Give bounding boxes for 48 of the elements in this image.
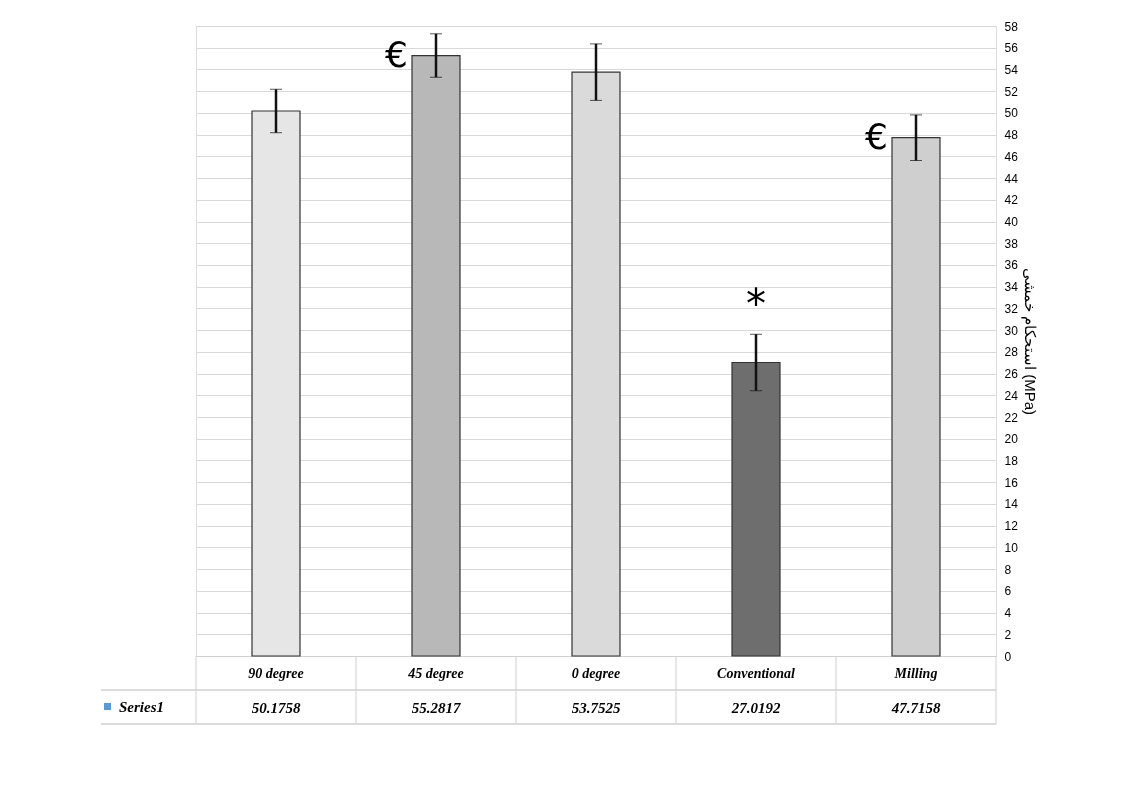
- x-tick-label: 90 degree: [248, 665, 304, 681]
- y-tick-label: 14: [1004, 497, 1019, 512]
- y-tick-label: 18: [1004, 453, 1019, 468]
- annotation: *: [746, 281, 766, 328]
- y-tick-label: 52: [1004, 84, 1019, 99]
- bar: [731, 361, 781, 657]
- bar: [411, 54, 461, 657]
- y-tick-label: 38: [1004, 236, 1019, 251]
- y-tick-label: 34: [1004, 280, 1019, 295]
- y-tick-label: 20: [1004, 432, 1019, 447]
- y-tick-label: 6: [1004, 584, 1012, 599]
- annotation: €: [385, 33, 408, 75]
- data-label: 47.7158: [890, 700, 941, 716]
- y-tick-label: 58: [1004, 19, 1019, 34]
- x-tick-label: 45 degree: [407, 665, 464, 681]
- annotation: €: [865, 115, 888, 157]
- y-tick-label: 46: [1004, 149, 1019, 164]
- y-tick-label: 8: [1004, 562, 1012, 577]
- y-tick-label: 44: [1004, 171, 1019, 186]
- y-tick-label: 42: [1004, 193, 1019, 208]
- x-tick-label: 0 degree: [571, 665, 621, 681]
- y-tick-label: 32: [1004, 301, 1019, 316]
- y-tick-label: 0: [1004, 649, 1012, 664]
- x-tick-label: Conventional: [717, 665, 795, 681]
- y-tick-label: 26: [1004, 367, 1019, 382]
- y-tick-label: 2: [1004, 627, 1012, 642]
- y-tick-label: 36: [1004, 258, 1019, 273]
- y-tick-label: 16: [1004, 475, 1019, 490]
- x-tick-label: Milling: [893, 665, 938, 681]
- y-tick-label: 56: [1004, 41, 1019, 56]
- bar: [251, 110, 301, 657]
- text: Series1: [119, 698, 164, 715]
- y-tick-label: 40: [1004, 215, 1019, 230]
- y-axis-title: استحکام خمشی (MPa): [1020, 267, 1039, 416]
- data-label: 55.2817: [411, 700, 461, 716]
- y-tick-label: 22: [1004, 410, 1019, 425]
- data-label: 53.7525: [571, 700, 621, 716]
- data-label: 50.1758: [251, 700, 301, 716]
- y-tick-label: 28: [1004, 345, 1019, 360]
- data-label: 27.0192: [730, 700, 781, 716]
- y-tick-label: 48: [1004, 128, 1019, 143]
- y-tick-label: 10: [1004, 540, 1019, 555]
- y-tick-label: 50: [1004, 106, 1019, 121]
- y-tick-label: 12: [1004, 519, 1019, 534]
- y-tick-label: 54: [1004, 62, 1019, 77]
- y-tick-label: 30: [1004, 323, 1019, 338]
- y-tick-label: 4: [1004, 606, 1012, 621]
- y-tick-label: 24: [1004, 388, 1019, 403]
